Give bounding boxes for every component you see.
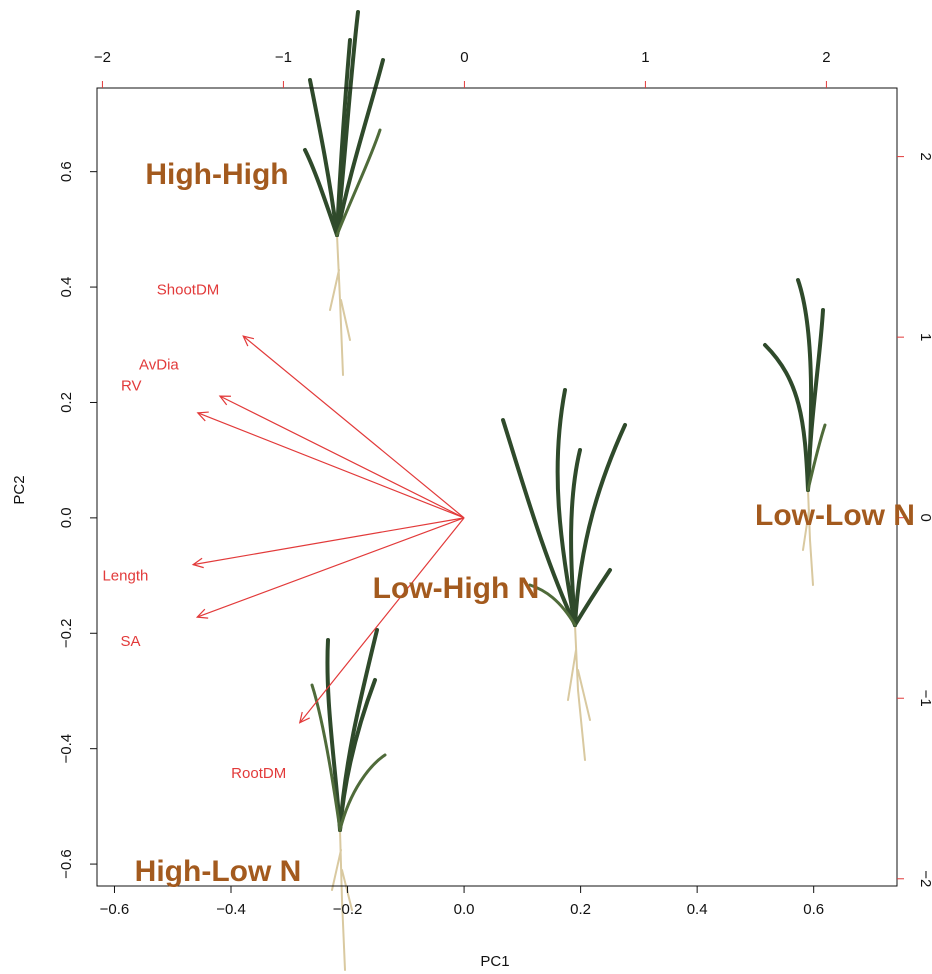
arrow-part — [242, 335, 465, 519]
plant-high-high — [303, 10, 385, 376]
x-tick-label: −0.2 — [333, 901, 363, 918]
loading-arrow — [195, 517, 465, 619]
loading-label: RV — [121, 378, 142, 395]
y2-tick-label: −2 — [917, 870, 932, 887]
x2-tick-label: 1 — [641, 49, 649, 66]
x2-tick-label: 2 — [822, 49, 830, 66]
loading-label: ShootDM — [157, 282, 220, 299]
y2-tick-label: 2 — [917, 152, 932, 160]
loading-label: AvDia — [139, 357, 179, 374]
arrow-part — [242, 335, 255, 347]
arrow-part — [191, 557, 204, 569]
loading-arrow — [191, 517, 465, 569]
loading-label: Length — [102, 567, 148, 584]
y2-tick-label: −1 — [917, 690, 932, 707]
y2-tick-label: 0 — [917, 514, 932, 522]
plant-high-low — [310, 628, 387, 971]
arrow-part — [197, 517, 465, 618]
plot-frame — [96, 87, 898, 887]
y-tick-label: −0.4 — [58, 734, 75, 764]
loading-arrow — [196, 411, 465, 519]
y-tick-label: 0.0 — [58, 507, 75, 528]
y2-tick-label: 1 — [917, 333, 932, 341]
arrow-part — [196, 411, 209, 422]
loading-arrow — [242, 335, 465, 519]
plant-low-high — [501, 388, 627, 761]
x2-tick-label: −1 — [275, 49, 292, 66]
y-tick-label: 0.4 — [58, 277, 75, 298]
x-axis-label: PC1 — [480, 953, 509, 970]
y-tick-label: 0.6 — [58, 161, 75, 182]
loading-arrow — [298, 517, 465, 724]
loading-label: SA — [120, 633, 140, 650]
loading-arrow — [218, 395, 465, 519]
plant-low-low — [763, 278, 827, 586]
loading-label: RootDM — [231, 765, 286, 782]
arrow-part — [299, 517, 465, 724]
x-tick-label: 0.0 — [454, 901, 475, 918]
x2-tick-label: 0 — [460, 49, 468, 66]
group-label: High-High — [145, 158, 288, 191]
x-tick-label: 0.2 — [570, 901, 591, 918]
y-tick-label: −0.2 — [58, 618, 75, 648]
x-tick-label: 0.4 — [687, 901, 708, 918]
x2-tick-label: −2 — [94, 49, 111, 66]
group-label: Low-High N — [373, 572, 540, 605]
arrow-part — [219, 395, 465, 519]
group-label: Low-Low N — [755, 499, 915, 532]
y-tick-label: 0.2 — [58, 392, 75, 413]
arrow-part — [298, 711, 310, 724]
arrow-part — [197, 412, 465, 519]
x-tick-label: −0.6 — [100, 901, 130, 918]
plant-images — [303, 10, 827, 971]
group-label: High-Low N — [135, 855, 302, 888]
y-tick-label: −0.6 — [58, 849, 75, 879]
arrow-part — [218, 395, 231, 406]
arrow-part — [195, 608, 209, 619]
y-axis-label: PC2 — [11, 475, 28, 504]
arrow-part — [193, 517, 465, 566]
x-tick-label: −0.4 — [216, 901, 246, 918]
x-tick-label: 0.6 — [803, 901, 824, 918]
